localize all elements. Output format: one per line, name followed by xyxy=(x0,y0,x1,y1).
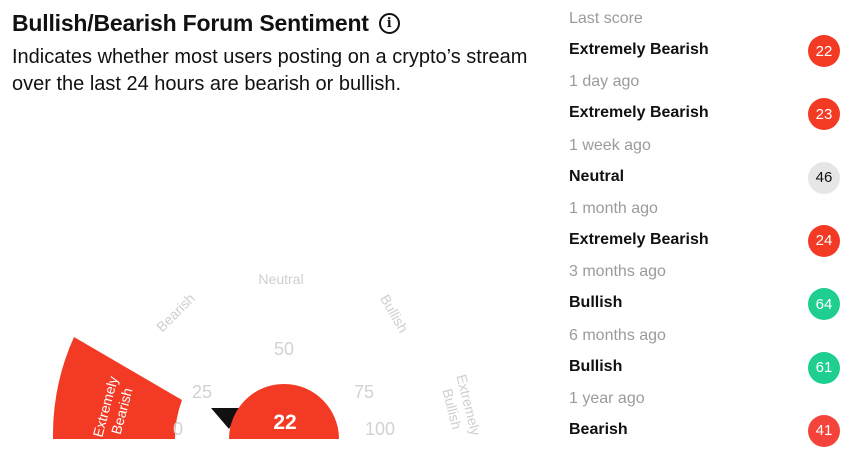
history-score-badge: 64 xyxy=(808,288,840,321)
history-score-badge: 61 xyxy=(808,351,840,384)
gauge-tick-25: 25 xyxy=(192,382,212,402)
gauge-tick-0: 0 xyxy=(173,419,183,439)
history-sentiment-value: Bullish xyxy=(569,294,623,312)
history-period-label: Last score xyxy=(569,10,643,27)
sentiment-gauge: Extremely Bearish Bearish Neutral Bullis… xyxy=(52,271,484,439)
history-period-label: 1 day ago xyxy=(569,73,640,91)
gauge-label-bullish: Bullish xyxy=(377,292,411,336)
widget-description: Indicates whether most users posting on … xyxy=(12,46,528,95)
gauge-tick-75: 75 xyxy=(354,382,374,402)
history-sentiment-value: Extremely Bearish xyxy=(569,41,709,58)
history-sentiment-value: Bearish xyxy=(569,420,628,438)
sentiment-history-list: Last score Extremely Bearish 22 1 day ago Ex… xyxy=(569,0,860,469)
history-sentiment-value: Extremely Bearish xyxy=(569,104,709,122)
gauge-tick-100: 100 xyxy=(365,419,395,439)
history-period-label: 1 week ago xyxy=(569,136,651,154)
triangle-pointer-icon xyxy=(211,408,241,429)
history-score-badge: 46 xyxy=(808,161,840,194)
history-sentiment-value: Bullish xyxy=(569,357,623,375)
gauge-segment-extremely-bearish xyxy=(52,337,182,439)
gauge-score-value: 22 xyxy=(273,411,296,434)
history-score-badge: 22 xyxy=(808,35,840,67)
history-period-label: 3 months ago xyxy=(569,263,666,281)
history-period-label: 1 year ago xyxy=(569,389,645,407)
info-icon[interactable]: i xyxy=(378,13,400,34)
history-sentiment-value: Extremely Bearish xyxy=(569,230,709,248)
history-score-badge: 41 xyxy=(808,414,840,447)
history-period-label: 1 month ago xyxy=(569,199,658,217)
history-sentiment-value: Neutral xyxy=(569,167,625,185)
gauge-label-neutral: Neutral xyxy=(258,271,303,287)
gauge-score-dome xyxy=(229,384,339,439)
gauge-label-bearish: Bearish xyxy=(153,290,198,335)
gauge-tick-50: 50 xyxy=(274,339,294,359)
history-score-badge: 24 xyxy=(808,224,840,257)
history-period-label: 6 months ago xyxy=(569,326,666,344)
widget-title: Bullish/Bearish Forum Sentiment xyxy=(12,10,369,36)
widget-header: Bullish/Bearish Forum Sentiment i xyxy=(12,10,400,37)
history-score-badge: 23 xyxy=(808,98,840,131)
